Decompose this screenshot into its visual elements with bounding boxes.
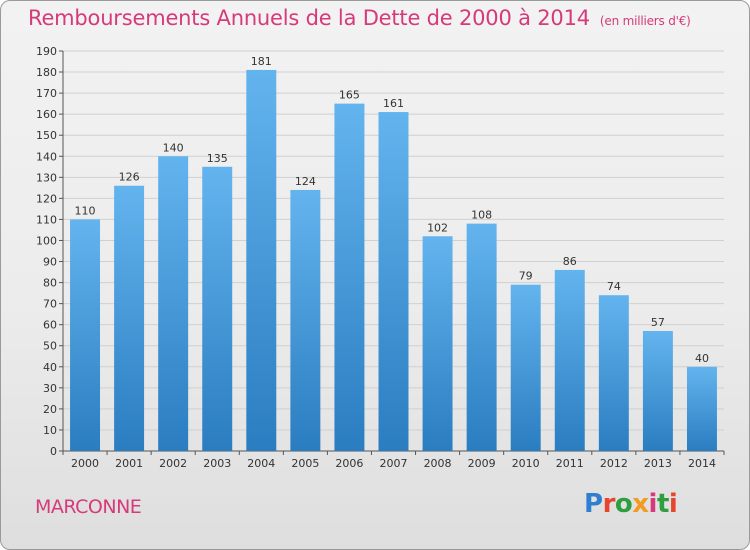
y-tick-label: 150 — [36, 129, 57, 142]
y-tick-label: 10 — [43, 424, 57, 437]
data-label-2007: 161 — [383, 97, 404, 110]
chart-unit: (en milliers d'€) — [599, 14, 691, 28]
bar-2001 — [114, 185, 145, 451]
bar-2008 — [422, 236, 453, 451]
y-tick-label: 180 — [36, 66, 57, 79]
bars — [70, 69, 717, 452]
x-tick-label-2014: 2014 — [688, 457, 716, 470]
data-label-2010: 79 — [519, 270, 533, 283]
x-tick-label-2006: 2006 — [335, 457, 363, 470]
data-label-2006: 165 — [339, 89, 360, 102]
logo-letter: P — [584, 489, 603, 519]
bar-2000 — [70, 219, 101, 451]
logo-letter: i — [668, 489, 678, 519]
y-tick-labels: 0 10 20 30 40 50 60 70 80 90 100 110 120 130 140 150 160… — [36, 45, 57, 458]
y-tick-label: 30 — [43, 382, 57, 395]
data-label-2003: 135 — [207, 152, 228, 165]
data-label-2013: 57 — [651, 316, 665, 329]
x-tick-label-2010: 2010 — [512, 457, 540, 470]
bar-2005 — [290, 189, 321, 451]
x-tick-label-2002: 2002 — [159, 457, 187, 470]
y-tick-label: 160 — [36, 108, 57, 121]
x-tick-label-2000: 2000 — [71, 457, 99, 470]
y-tick-label: 140 — [36, 150, 57, 163]
x-tick-label-2013: 2013 — [644, 457, 672, 470]
data-label-2005: 124 — [295, 175, 316, 188]
bar-2002 — [158, 156, 189, 451]
data-label-2009: 108 — [471, 209, 492, 222]
bar-2010 — [510, 284, 541, 451]
bar-2014 — [686, 366, 717, 451]
data-labels: 110 126 140 135 181 124 165 161 102 108 79 86 74 57 40 — [75, 55, 709, 365]
y-tick-label: 120 — [36, 192, 57, 205]
bar-2007 — [378, 112, 409, 451]
logo-letter: i — [648, 489, 658, 519]
x-tick-label-2005: 2005 — [291, 457, 319, 470]
y-tick-label: 100 — [36, 234, 57, 247]
x-tick-label-2012: 2012 — [600, 457, 628, 470]
y-tick-label: 40 — [43, 361, 57, 374]
x-tick-labels: 2000 2001 2002 2003 2004 2005 2006 2007 2008 2009… — [71, 457, 716, 470]
y-tick-label: 50 — [43, 340, 57, 353]
x-tick-label-2004: 2004 — [247, 457, 275, 470]
data-label-2004: 181 — [251, 55, 272, 68]
y-tick-label: 170 — [36, 87, 57, 100]
y-tick-label: 80 — [43, 277, 57, 290]
bar-2012 — [598, 295, 629, 451]
bar-2006 — [334, 103, 365, 451]
x-tick-label-2011: 2011 — [556, 457, 584, 470]
x-tick-label-2003: 2003 — [203, 457, 231, 470]
y-tick-label: 130 — [36, 171, 57, 184]
x-tick-label-2009: 2009 — [468, 457, 496, 470]
bar-2009 — [466, 223, 497, 451]
y-tick-label: 60 — [43, 319, 57, 332]
y-tick-label: 90 — [43, 256, 57, 269]
proxiti-logo: Proxiti — [584, 489, 678, 519]
x-tick-label-2001: 2001 — [115, 457, 143, 470]
city-name: MARCONNE — [35, 496, 142, 518]
y-tick-label: 20 — [43, 403, 57, 416]
chart-title-text: Remboursements Annuels de la Dette de 20… — [28, 6, 590, 30]
data-label-2001: 126 — [119, 171, 140, 184]
data-label-2008: 102 — [427, 221, 448, 234]
y-tick-label: 70 — [43, 298, 57, 311]
x-tick-label-2007: 2007 — [380, 457, 408, 470]
logo-letter: o — [614, 489, 633, 519]
y-tick-label: 0 — [50, 445, 57, 458]
chart-title: Remboursements Annuels de la Dette de 20… — [28, 6, 691, 30]
logo-letter: t — [656, 489, 669, 519]
bar-2013 — [642, 331, 673, 451]
data-label-2000: 110 — [75, 204, 96, 217]
logo-letter: r — [602, 489, 616, 519]
bar-2003 — [202, 166, 233, 451]
data-label-2011: 86 — [563, 255, 577, 268]
x-tick-label-2008: 2008 — [424, 457, 452, 470]
y-tick-label: 190 — [36, 45, 57, 58]
bar-2011 — [554, 269, 585, 451]
bar-2004 — [246, 69, 277, 452]
logo-letter: x — [632, 489, 649, 519]
y-tick-label: 110 — [36, 213, 57, 226]
data-label-2012: 74 — [607, 280, 621, 293]
data-label-2014: 40 — [695, 352, 709, 365]
data-label-2002: 140 — [163, 141, 184, 154]
